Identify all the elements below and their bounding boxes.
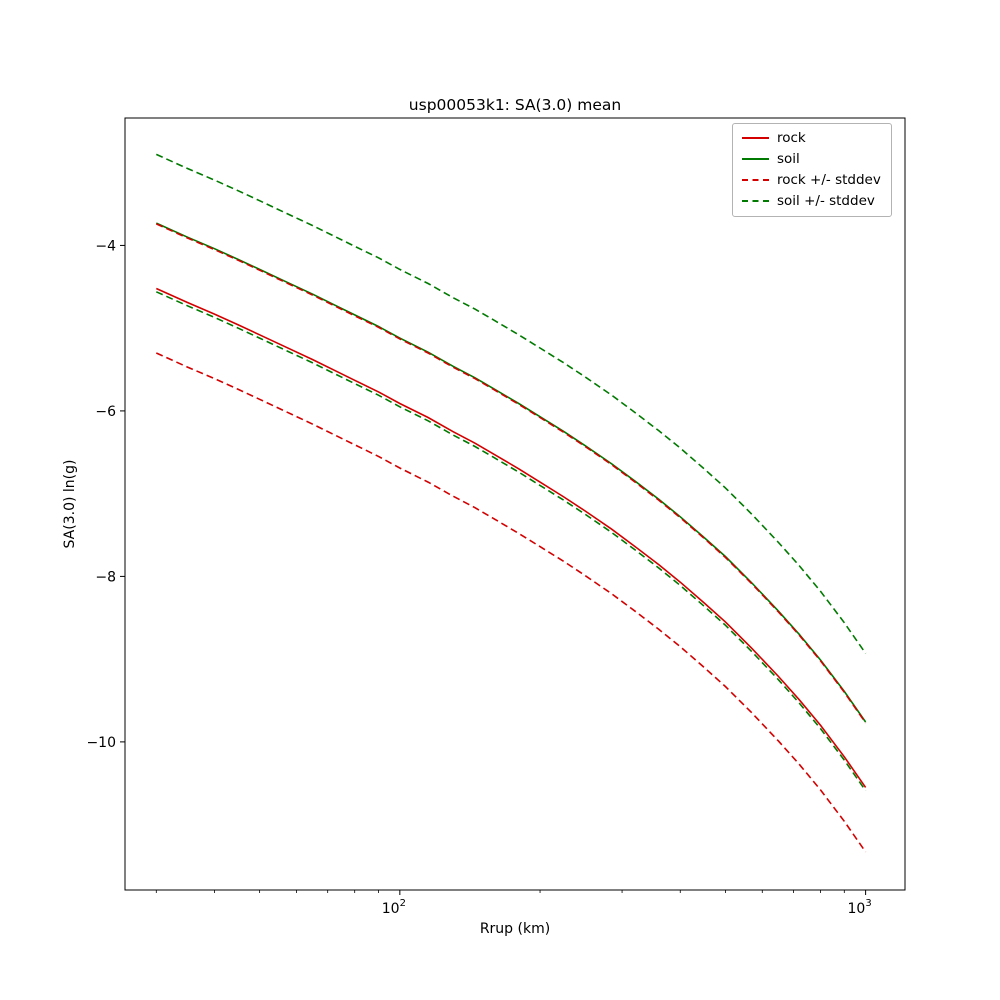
legend-label: rock +/- stddev	[777, 172, 881, 188]
legend-item-rock[interactable]: rock	[742, 130, 882, 146]
x-tick-label: 102	[382, 898, 406, 917]
series-rock-plus-stddev	[155, 223, 867, 724]
legend-line-swatch	[742, 200, 769, 202]
series-soil-plus-stddev	[155, 153, 867, 654]
legend-item-rock-stddev[interactable]: rock +/- stddev	[742, 172, 882, 188]
x-tick-label: 103	[848, 898, 872, 917]
legend-line-swatch	[742, 137, 769, 139]
chart-title: usp00053k1: SA(3.0) mean	[408, 96, 622, 114]
legend-label: rock	[777, 130, 806, 146]
series-soil	[155, 222, 867, 723]
y-tick-label: −4	[95, 238, 116, 254]
series-rock	[155, 287, 867, 788]
y-tick-label: −6	[95, 404, 116, 420]
legend-line-swatch	[742, 179, 769, 181]
x-axis-label: Rrup (km)	[479, 921, 551, 937]
legend-line-swatch	[742, 158, 769, 160]
legend-label: soil	[777, 151, 800, 167]
legend-item-soil[interactable]: soil	[742, 151, 882, 167]
series-rock-minus-stddev	[155, 352, 867, 853]
plot-border	[124, 117, 906, 891]
y-tick-label: −8	[95, 569, 116, 585]
legend-label: soil +/- stddev	[777, 193, 875, 209]
legend: rock soil rock +/- stddev soil +/- stddev	[732, 123, 892, 217]
y-tick-label: −10	[86, 735, 116, 751]
legend-item-soil-stddev[interactable]: soil +/- stddev	[742, 193, 882, 209]
series-soil-minus-stddev	[155, 291, 867, 792]
